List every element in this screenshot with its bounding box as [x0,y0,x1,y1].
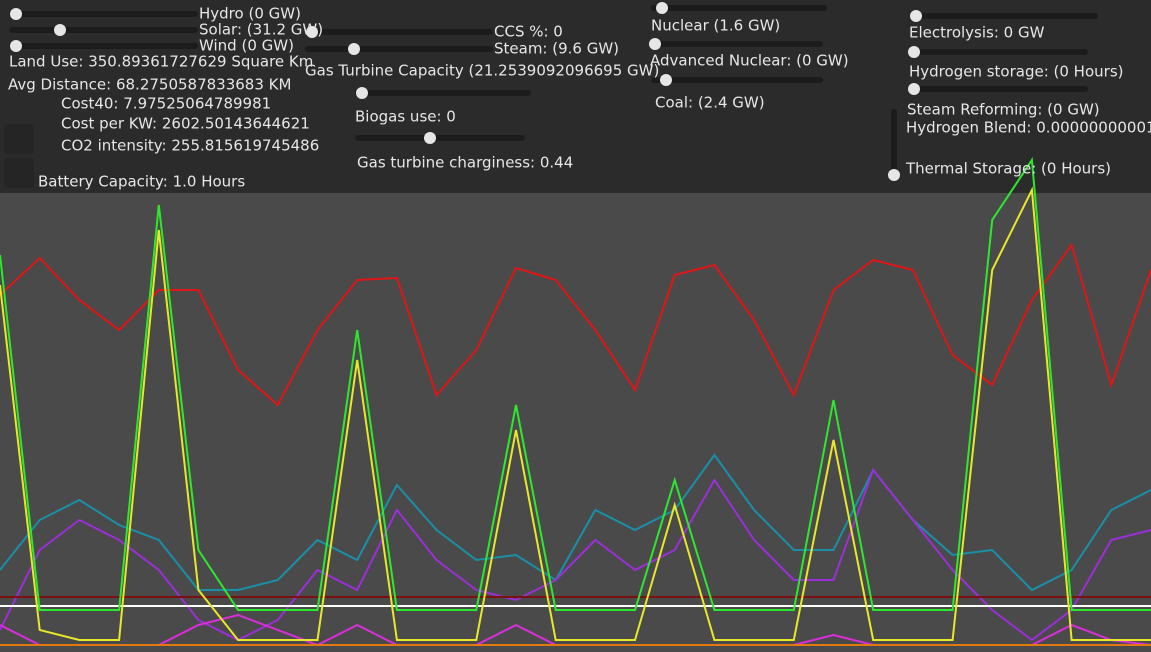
control-label: Avg Distance: 68.2750587833683 KM [8,76,291,94]
slider[interactable] [910,10,1098,22]
slider[interactable] [651,2,827,14]
control-label: Wind (0 GW) [199,37,294,55]
control-label: Cost40: 7.97525064789981 [61,95,271,113]
slider[interactable] [355,132,525,144]
slider[interactable] [305,43,493,55]
color-swatch[interactable] [4,124,34,154]
control-label: Solar: (31.2 GW) [199,21,323,39]
control-label: Gas Turbine Capacity (21.2539092096695 G… [305,62,659,80]
slider[interactable] [305,26,493,38]
slider[interactable] [908,46,1088,58]
slider[interactable] [9,24,198,36]
control-label: Hydrogen storage: (0 Hours) [909,63,1123,81]
control-label: Advanced Nuclear: (0 GW) [650,52,849,70]
control-label: Biogas use: 0 [355,108,456,126]
plot-area [0,193,1151,652]
control-label: Land Use: 350.89361727629 Square Km [9,53,313,71]
control-label: Steam: (9.6 GW) [494,40,619,58]
series-line [0,242,1151,407]
color-swatch[interactable] [4,158,34,188]
control-label: Hydrogen Blend: 0.00000000001 [906,119,1151,137]
vertical-slider[interactable] [888,109,900,181]
slider[interactable] [9,8,198,20]
control-label: Steam Reforming: (0 GW) [907,101,1100,119]
control-label: Battery Capacity: 1.0 Hours [38,173,245,191]
slider[interactable] [9,40,198,52]
series-line [0,186,1151,641]
control-label: Thermal Storage: (0 Hours) [905,160,1111,178]
slider[interactable] [355,87,531,99]
control-label: Gas turbine charginess: 0.44 [357,154,573,172]
control-label: CO2 intensity: 255.815619745486 [61,137,319,155]
control-label: Coal: (2.4 GW) [655,94,765,112]
series-line [0,157,1151,611]
control-label: CCS %: 0 [494,23,563,41]
slider[interactable] [651,74,823,86]
control-label: Cost per KW: 2602.50143644621 [61,115,310,133]
control-label: Hydro (0 GW) [199,5,301,23]
slider[interactable] [649,38,823,50]
slider[interactable] [908,83,1088,95]
control-label: Electrolysis: 0 GW [909,24,1045,42]
control-label: Nuclear (1.6 GW) [651,17,780,35]
